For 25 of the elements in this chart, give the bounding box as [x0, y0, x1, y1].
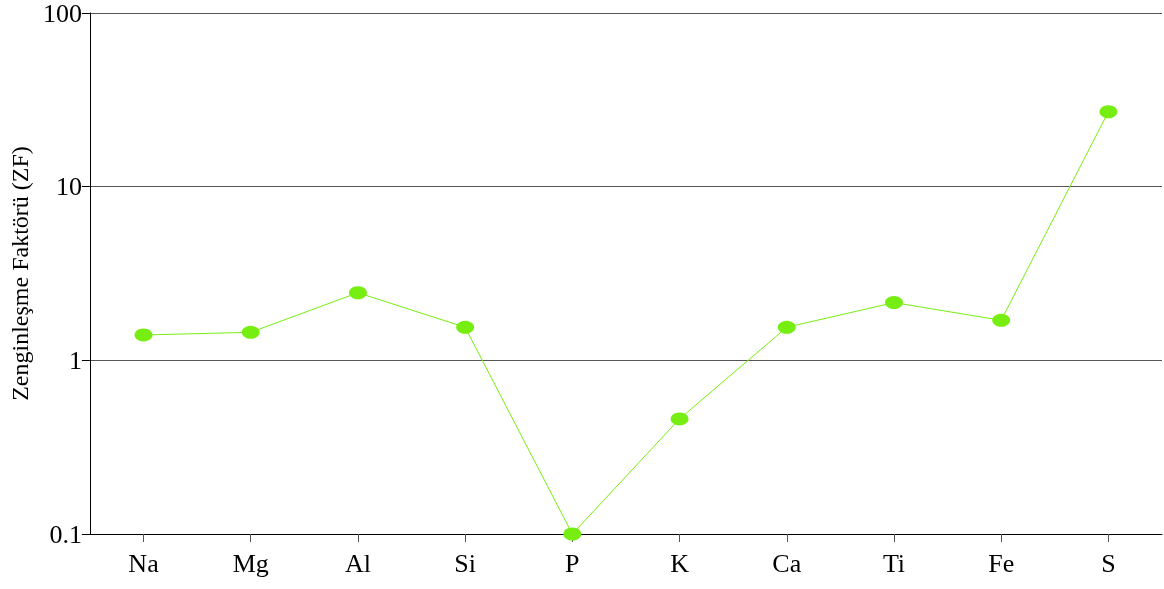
y-tick-label: 10: [55, 172, 82, 202]
x-tick-label: P: [565, 548, 580, 578]
x-tick-label: S: [1101, 548, 1116, 578]
x-tick-label: Al: [344, 548, 371, 578]
point: [563, 527, 582, 541]
y-tick-label: 0.1: [49, 519, 82, 549]
point: [348, 286, 367, 300]
point: [777, 320, 796, 334]
y-tick-label: 100: [42, 0, 82, 28]
point: [241, 325, 260, 339]
point: [670, 412, 689, 426]
x-tick-label: Na: [128, 548, 160, 578]
y-tick-label: 1: [68, 345, 82, 375]
x-tick-label: Mg: [232, 548, 269, 578]
x-tick-label: Si: [454, 548, 476, 578]
point: [134, 328, 153, 342]
x-tick-label: Ca: [772, 548, 802, 578]
x-tick-label: Fe: [988, 548, 1015, 578]
point: [992, 313, 1011, 327]
point: [884, 296, 903, 310]
point: [1099, 105, 1118, 119]
x-tick-label: K: [670, 548, 690, 578]
point: [456, 320, 475, 334]
x-tick-label: Ti: [882, 548, 906, 578]
y-axis-title: Zenginleşme Faktörü (ZF): [7, 146, 33, 401]
